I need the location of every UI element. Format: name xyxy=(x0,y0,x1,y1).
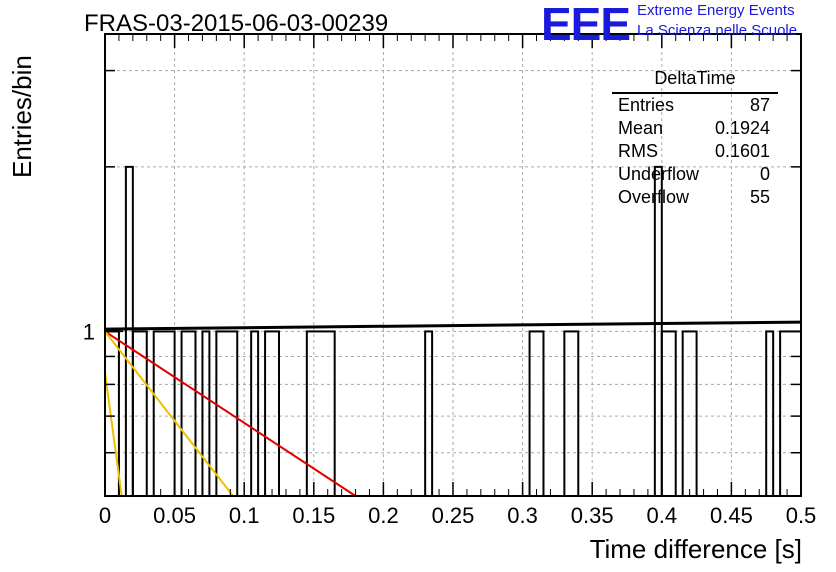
stats-label: Underflow xyxy=(618,164,700,184)
fit-curve-yellow xyxy=(104,372,123,497)
stats-value: 0.1601 xyxy=(714,141,770,161)
stats-value: 87 xyxy=(749,95,770,115)
stats-label: Overflow xyxy=(618,187,690,207)
x-tick-label: 0.2 xyxy=(368,503,399,528)
stats-value: 55 xyxy=(749,187,770,207)
stats-row-underflow: Underflow 0 xyxy=(612,163,778,186)
fit-curve-black xyxy=(104,320,802,331)
logo-line-1: Extreme Energy Events xyxy=(637,2,795,19)
eee-logo: EEE xyxy=(541,0,631,50)
x-tick-label: 0.1 xyxy=(229,503,260,528)
y-axis-label: Entries/bin xyxy=(7,55,37,178)
stats-row-mean: Mean 0.1924 xyxy=(612,117,778,140)
histogram-bin xyxy=(131,330,148,497)
stats-value: 0.1924 xyxy=(714,118,770,138)
x-tick-label: 0 xyxy=(99,503,111,528)
stats-box-title: DeltaTime xyxy=(612,68,778,94)
x-tick-label: 0.4 xyxy=(647,503,678,528)
stats-row-entries: Entries 87 xyxy=(612,94,778,117)
fit-curve-red xyxy=(104,330,357,497)
logo-line-2: La Scienza nelle Scuole xyxy=(637,22,798,39)
axis-ticks xyxy=(104,34,802,496)
stats-value: 0 xyxy=(759,164,770,184)
x-tick-label: 0.45 xyxy=(710,503,753,528)
tick-labels: 0 0.05 0.1 0.15 0.2 0.25 0.3 0.35 0.4 0.45 0.5 1 xyxy=(83,319,817,528)
x-tick-label: 0.35 xyxy=(571,503,614,528)
fit-curves xyxy=(104,320,802,497)
stats-row-rms: RMS 0.1601 xyxy=(612,140,778,163)
stats-label: Entries xyxy=(618,95,675,115)
fit-curve-yellow xyxy=(104,330,234,497)
x-tick-label: 0.25 xyxy=(432,503,475,528)
x-tick-label: 0.5 xyxy=(786,503,817,528)
x-axis-label: Time difference [s] xyxy=(590,534,802,564)
x-tick-label: 0.3 xyxy=(507,503,538,528)
x-tick-label: 0.05 xyxy=(153,503,196,528)
stats-row-overflow: Overflow 55 xyxy=(612,186,778,209)
chart-title: FRAS-03-2015-06-03-00239 xyxy=(84,10,389,37)
histogram-bin xyxy=(563,330,580,497)
stats-label: Mean xyxy=(618,118,664,138)
y-tick-label: 1 xyxy=(83,319,95,344)
stats-label: RMS xyxy=(618,141,658,161)
stats-box: DeltaTime Entries 87 Mean 0.1924 RMS 0.1… xyxy=(612,68,778,209)
x-tick-label: 0.15 xyxy=(292,503,335,528)
